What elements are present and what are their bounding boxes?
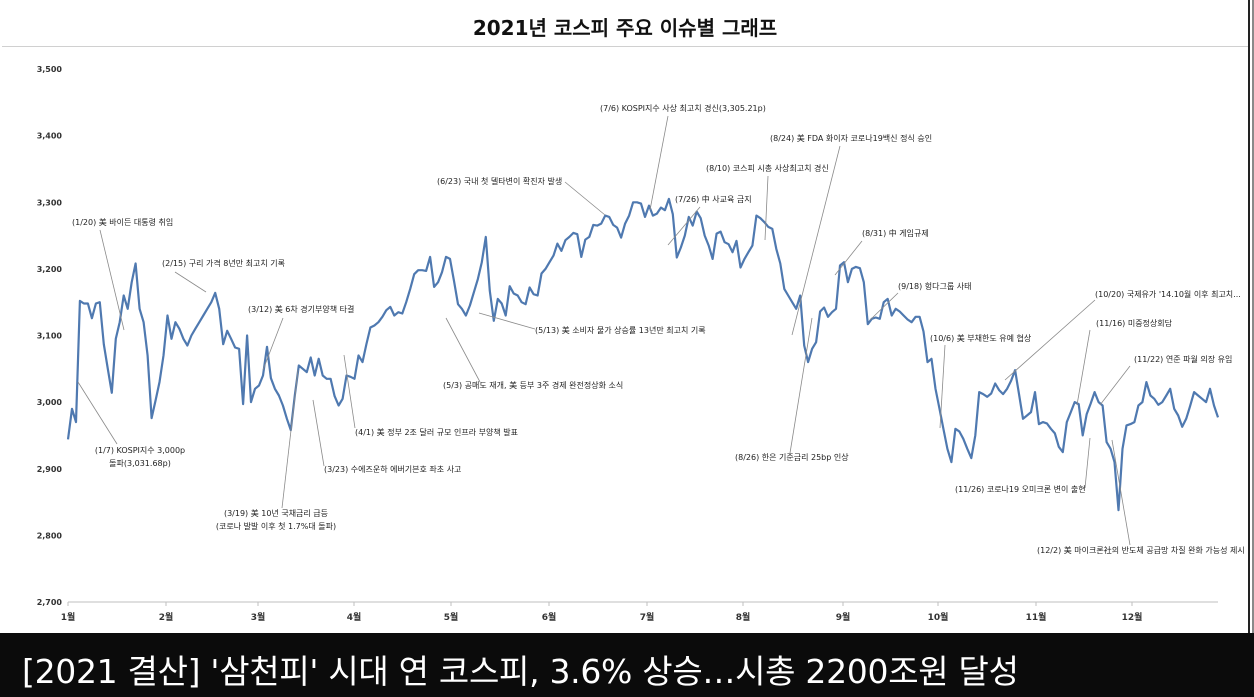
annotation-label: (7/26) 中 사교육 금지 [675, 194, 752, 204]
annotation-label: (2/15) 구리 가격 8년만 최고치 기록 [162, 258, 285, 268]
frame-edge-outer [1252, 0, 1254, 633]
annotation-label: (11/16) 미중정상회담 [1096, 318, 1173, 328]
y-tick-label: 2,900 [37, 465, 63, 474]
annotation-leader-line [564, 181, 606, 216]
annotation-leader-line [1111, 439, 1131, 546]
annotation-leader-line [939, 344, 946, 429]
annotation-label: (5/3) 공매도 재개, 美 등부 3주 경제 완전정상화 소식 [443, 380, 623, 390]
x-tick-label: 6월 [542, 611, 557, 623]
annotation-label: (12/2) 美 마이크론社의 반도체 공급망 차질 완화 가능성 제시 [1037, 545, 1245, 555]
kospi-line-chart: 3,500 3,400 3,300 3,200 3,100 3,000 2,900 2,800… [37, 65, 1245, 623]
annotation-label: (10/20) 국제유가 '14.10월 이후 최고치... [1095, 289, 1241, 299]
annotation-leader-line [789, 317, 813, 454]
y-tick-label: 3,300 [37, 198, 63, 207]
annotation-leader-line [312, 399, 325, 467]
title-row: 2021년 코스피 주요 이슈별 그래프 [2, 2, 1248, 47]
x-tick-label: 1월 [61, 611, 76, 623]
annotation-label: (6/23) 국내 첫 델타변이 확진자 발생 [437, 176, 562, 186]
y-tick-label: 3,400 [37, 132, 63, 141]
annotation-leader-line [649, 115, 669, 211]
annotation-leader-line [281, 369, 299, 509]
x-tick-label: 4월 [347, 611, 362, 623]
annotation-leader-line [1099, 365, 1131, 406]
annotation-leader-line [1076, 329, 1091, 406]
annotation-label: (7/6) KOSPI지수 사상 최고치 경신(3,305.21p) [600, 103, 766, 113]
annotation-label: (8/26) 한은 기준금리 25bp 인상 [735, 452, 849, 462]
x-tick-label: 10월 [928, 611, 949, 623]
kospi-series-line [66, 197, 1220, 512]
annotation-leader-line [445, 317, 481, 383]
annotation-label: (코로나 발발 이후 첫 1.7%대 돌파) [216, 521, 336, 531]
annotation-label: (11/22) 연준 파월 의장 유임 [1134, 354, 1232, 364]
chart-title: 2021년 코스피 주요 이슈별 그래프 [472, 16, 778, 40]
annotation-label: (9/18) 헝다그룹 사태 [898, 282, 971, 291]
annotation-label: (8/24) 美 FDA 화이자 코로나19백신 정식 승인 [770, 133, 932, 143]
y-tick-label: 3,500 [37, 65, 63, 74]
x-tick-label: 3월 [251, 611, 266, 623]
annotation-leader-line [869, 292, 899, 321]
x-tick-label: 5월 [444, 611, 459, 623]
x-tick-label: 2월 [159, 611, 174, 623]
annotation-label: 돌파(3,031.68p) [109, 459, 171, 468]
x-tick-label: 12월 [1122, 611, 1143, 623]
annotation-leader-line [834, 240, 863, 276]
y-tick-label: 2,700 [37, 598, 63, 607]
y-tick-label: 3,100 [37, 332, 63, 341]
annotation-label: (8/10) 코스피 시총 사상최고치 경신 [706, 163, 829, 173]
annotation-label: (1/20) 美 바이든 대통령 취임 [72, 217, 173, 227]
y-tick-label: 2,800 [37, 531, 63, 540]
annotation-leader-line [262, 317, 284, 371]
annotation-label: (4/1) 美 정부 2조 달러 규모 인프라 부양책 발표 [355, 427, 518, 437]
annotation-leader-line [77, 381, 118, 445]
annotation-label: (11/26) 코로나19 오미크론 변이 출현 [955, 484, 1086, 494]
annotation-label: (10/6) 美 부채한도 유예 협상 [930, 333, 1032, 343]
news-caption: [2021 결산] '삼천피' 시대 연 코스피, 3.6% 상승…시총 220… [22, 652, 1019, 691]
annotation-leader-line [764, 175, 769, 241]
annotation-leader-line [343, 354, 356, 429]
y-tick-label: 3,200 [37, 265, 63, 274]
frame-edge [1248, 0, 1250, 633]
chart-frame: 2021년 코스피 주요 이슈별 그래프 3,500 3,400 3,300 3,20… [0, 0, 1254, 633]
annotation-leader-line [667, 206, 701, 246]
annotation-leader-line [478, 312, 536, 330]
caption-bar: [2021 결산] '삼천피' 시대 연 코스피, 3.6% 상승…시총 220… [0, 633, 1254, 697]
x-tick-label: 8월 [736, 611, 751, 623]
y-tick-label: 3,000 [37, 398, 63, 407]
annotation-label: (3/19) 美 10년 국채금리 급등 [224, 508, 328, 518]
annotation-leader-line [1084, 437, 1091, 489]
annotation-leader-line [791, 145, 841, 336]
annotation-leader-line [99, 229, 125, 331]
x-tick-label: 7월 [640, 611, 655, 623]
annotation-leader-line [174, 271, 207, 293]
annotation-label: (1/7) KOSPI지수 3,000p [95, 446, 185, 455]
annotation-leader-line [1004, 299, 1096, 381]
x-tick-label: 9월 [836, 611, 851, 623]
annotation-label: (5/13) 美 소비자 물가 상승률 13년만 최고치 기록 [535, 325, 706, 335]
annotation-label: (3/12) 美 6차 경기부양책 타결 [248, 304, 354, 314]
x-tick-label: 11월 [1026, 611, 1047, 623]
annotation-label: (3/23) 수에즈운하 에버기븐호 좌초 사고 [324, 464, 461, 474]
annotation-label: (8/31) 中 게임규제 [862, 228, 929, 238]
